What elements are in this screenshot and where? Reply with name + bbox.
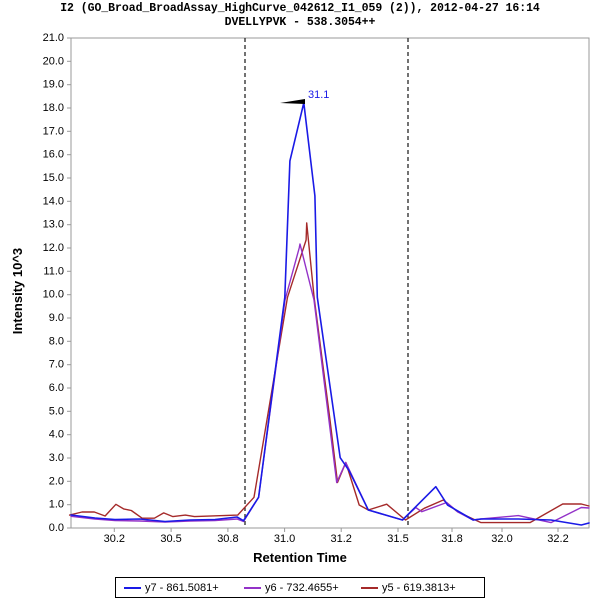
svg-text:18.0: 18.0	[43, 102, 64, 114]
svg-text:30.2: 30.2	[104, 533, 125, 545]
svg-text:3.0: 3.0	[49, 452, 64, 464]
svg-text:8.0: 8.0	[49, 335, 64, 347]
svg-text:30.5: 30.5	[160, 533, 181, 545]
svg-text:21.0: 21.0	[43, 32, 64, 44]
svg-text:0.0: 0.0	[49, 522, 64, 534]
svg-text:31.2: 31.2	[330, 533, 351, 545]
svg-text:12.0: 12.0	[43, 242, 64, 254]
svg-text:7.0: 7.0	[49, 359, 64, 371]
svg-text:17.0: 17.0	[43, 125, 64, 137]
svg-text:31.1: 31.1	[308, 89, 329, 101]
svg-text:20.0: 20.0	[43, 55, 64, 67]
svg-text:11.0: 11.0	[43, 265, 64, 277]
svg-text:1.0: 1.0	[49, 499, 64, 511]
svg-text:6.0: 6.0	[49, 382, 64, 394]
svg-text:15.0: 15.0	[43, 172, 64, 184]
svg-text:19.0: 19.0	[43, 79, 64, 91]
svg-text:32.2: 32.2	[547, 533, 568, 545]
svg-text:31.8: 31.8	[441, 533, 462, 545]
svg-text:14.0: 14.0	[43, 195, 64, 207]
svg-text:9.0: 9.0	[49, 312, 64, 324]
svg-text:32.0: 32.0	[491, 533, 512, 545]
svg-text:5.0: 5.0	[49, 405, 64, 417]
svg-text:2.0: 2.0	[49, 475, 64, 487]
svg-text:30.8: 30.8	[217, 533, 238, 545]
svg-text:10.0: 10.0	[43, 289, 64, 301]
svg-text:4.0: 4.0	[49, 429, 64, 441]
svg-text:31.5: 31.5	[387, 533, 408, 545]
svg-text:13.0: 13.0	[43, 219, 64, 231]
svg-text:31.0: 31.0	[274, 533, 295, 545]
svg-text:16.0: 16.0	[43, 149, 64, 161]
